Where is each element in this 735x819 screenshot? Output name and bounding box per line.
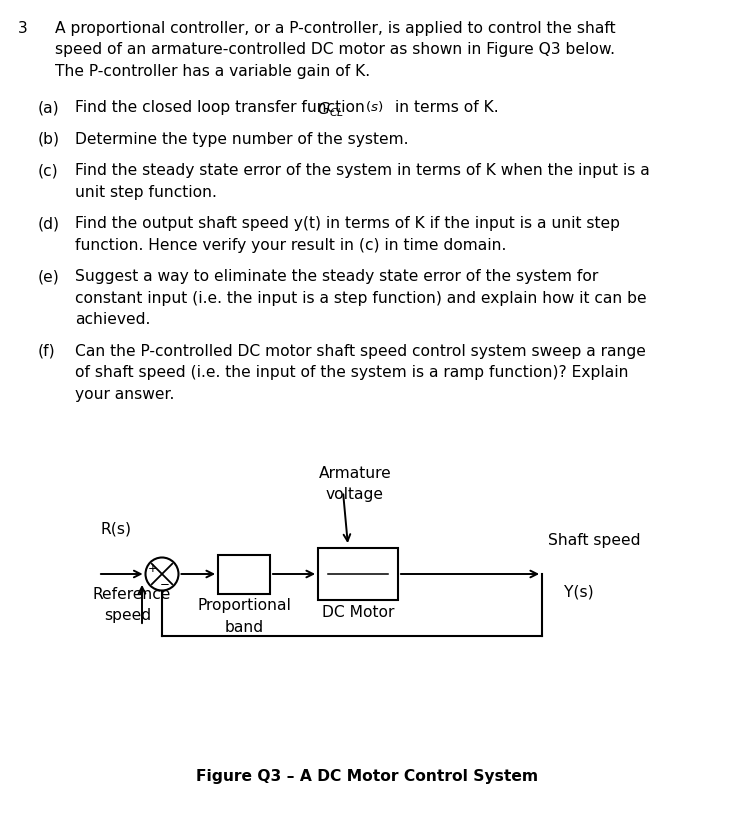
Text: Can the P-controlled DC motor shaft speed control system sweep a range: Can the P-controlled DC motor shaft spee… (75, 344, 646, 359)
Text: Reference: Reference (92, 587, 171, 602)
Text: 3: 3 (18, 21, 28, 36)
Text: 1+2s: 1+2s (337, 578, 379, 594)
Text: band: band (224, 620, 264, 635)
Text: (e): (e) (38, 269, 60, 284)
Text: 1: 1 (353, 554, 363, 569)
Text: of shaft speed (i.e. the input of the system is a ramp function)? Explain: of shaft speed (i.e. the input of the sy… (75, 365, 628, 381)
Text: The P-controller has a variable gain of K.: The P-controller has a variable gain of … (55, 64, 370, 79)
Text: speed of an armature-controlled DC motor as shown in Figure Q3 below.: speed of an armature-controlled DC motor… (55, 43, 615, 57)
Text: in terms of K.: in terms of K. (390, 101, 498, 115)
Text: (f): (f) (38, 344, 56, 359)
Bar (218, 554, 270, 594)
Bar (318, 548, 398, 600)
Text: Armature: Armature (319, 466, 391, 481)
Text: Suggest a way to eliminate the steady state error of the system for: Suggest a way to eliminate the steady st… (75, 269, 598, 284)
Text: K: K (239, 565, 249, 581)
Text: Determine the type number of the system.: Determine the type number of the system. (75, 132, 409, 147)
Text: your answer.: your answer. (75, 387, 174, 402)
Text: function. Hence verify your result in (c) in time domain.: function. Hence verify your result in (c… (75, 238, 506, 253)
Text: Find the steady state error of the system in terms of K when the input is a: Find the steady state error of the syste… (75, 164, 650, 179)
Text: DC Motor: DC Motor (322, 605, 394, 620)
Text: (d): (d) (38, 216, 60, 232)
Text: voltage: voltage (326, 487, 384, 503)
Text: A proportional controller, or a P-controller, is applied to control the shaft: A proportional controller, or a P-contro… (55, 21, 616, 36)
Text: $(s)$: $(s)$ (365, 99, 383, 115)
Text: constant input (i.e. the input is a step function) and explain how it can be: constant input (i.e. the input is a step… (75, 291, 647, 306)
Text: Y(s): Y(s) (564, 585, 594, 600)
Text: (a): (a) (38, 101, 60, 115)
Text: Find the closed loop transfer function: Find the closed loop transfer function (75, 101, 370, 115)
Text: (c): (c) (38, 164, 59, 179)
Text: speed: speed (104, 609, 151, 623)
Text: Find the output shaft speed y(t) in terms of K if the input is a unit step: Find the output shaft speed y(t) in term… (75, 216, 620, 232)
Text: unit step function.: unit step function. (75, 185, 217, 200)
Text: Proportional: Proportional (197, 599, 291, 613)
Text: Shaft speed: Shaft speed (548, 533, 640, 549)
Text: $G_{CL}$: $G_{CL}$ (317, 101, 344, 120)
Text: achieved.: achieved. (75, 313, 151, 328)
Text: −: − (159, 578, 169, 591)
Text: +: + (148, 562, 158, 575)
Text: Figure Q3 – A DC Motor Control System: Figure Q3 – A DC Motor Control System (196, 769, 539, 784)
Text: (b): (b) (38, 132, 60, 147)
Text: R(s): R(s) (100, 521, 131, 536)
